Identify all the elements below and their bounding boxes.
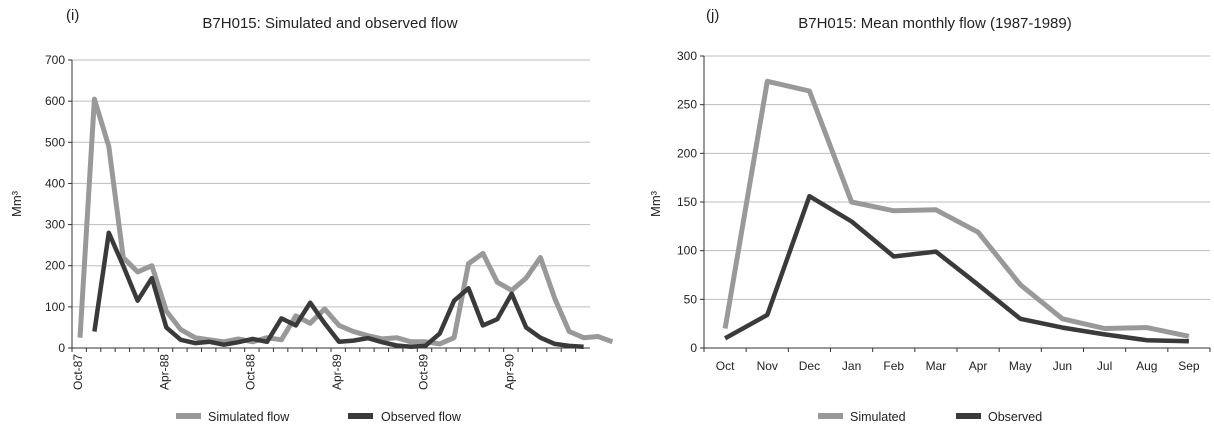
x-tick-label-right: Jun <box>1053 359 1072 373</box>
y-tick-label-left: 0 <box>58 341 65 355</box>
series-line-simulated <box>722 78 1190 339</box>
chart-right: (j) B7H015: Mean monthly flow (1987-1989… <box>648 7 1211 424</box>
y-tick-label-right: 300 <box>677 49 697 63</box>
y-tick-label-left: 500 <box>45 135 65 149</box>
x-tick-label-right: Jan <box>842 359 861 373</box>
legend-item-observed-flow: Observed flow <box>348 410 462 424</box>
y-tick-label-right: 50 <box>684 292 698 306</box>
x-tick-label-left: Oct-88 <box>244 354 258 390</box>
chart-title-left: B7H015: Simulated and observed flow <box>202 15 457 32</box>
x-tick-labels-left: Oct-87 Apr-88 Oct-88 Apr-89 Oct-89 Apr-90 <box>71 348 577 390</box>
y-tick-label-right: 200 <box>677 146 697 160</box>
y-tick-label-left: 200 <box>45 259 65 273</box>
x-tick-label-right: Mar <box>926 359 947 373</box>
legend-item-simulated: Simulated <box>818 410 906 424</box>
y-axis-label-right: Mm³ <box>648 190 663 217</box>
x-tick-label-left: Oct-89 <box>416 354 430 390</box>
x-tick-label-right: Feb <box>883 359 904 373</box>
y-tick-label-left: 700 <box>45 53 65 67</box>
x-tick-label-right: Aug <box>1136 359 1157 373</box>
x-tick-label-right: May <box>1009 359 1032 373</box>
gridlines-right <box>704 55 1210 300</box>
x-tick-label-right: Apr <box>969 359 988 373</box>
x-tick-label-left: Apr-90 <box>503 354 517 390</box>
x-tick-label-right: Jul <box>1097 359 1112 373</box>
x-tick-label-left: Apr-89 <box>330 354 344 390</box>
x-tick-label-left: Oct-87 <box>71 354 85 390</box>
gridlines-left <box>72 59 590 308</box>
panel-label-right: (j) <box>706 7 719 24</box>
series-line-observed-flow <box>92 230 584 350</box>
legend-label-simulated-flow: Simulated flow <box>208 410 290 424</box>
y-tick-label-left: 400 <box>45 176 65 190</box>
x-tick-label-right: Dec <box>799 359 820 373</box>
y-tick-label-right: 0 <box>690 341 697 355</box>
x-tick-labels-right: Oct Nov Dec Jan Feb Mar Apr May Jun Jul Aug Sep <box>703 348 1211 373</box>
series-lines-left <box>77 96 614 350</box>
y-tick-label-right: 250 <box>677 98 697 112</box>
x-tick-label-left: Apr-88 <box>157 354 171 390</box>
y-tick-label-left: 600 <box>45 94 65 108</box>
x-tick-label-right: Nov <box>757 359 778 373</box>
x-tick-label-right: Oct <box>716 359 735 373</box>
y-axis-label-left: Mm³ <box>9 190 24 217</box>
y-tick-labels-left: 0 100 200 300 400 500 600 700 <box>45 53 72 355</box>
y-tick-label-right: 100 <box>677 244 697 258</box>
legend-label-observed-flow: Observed flow <box>381 410 462 424</box>
chart-title-right: B7H015: Mean monthly flow (1987-1989) <box>798 15 1072 32</box>
series-lines-right <box>722 78 1190 344</box>
x-tick-label-right: Sep <box>1178 359 1200 373</box>
panel-label-left: (i) <box>66 7 79 24</box>
chart-left: (i) B7H015: Simulated and observed flow … <box>9 7 614 424</box>
legend-item-simulated-flow: Simulated flow <box>176 410 290 424</box>
legend-label-simulated: Simulated <box>850 410 906 424</box>
y-tick-label-right: 150 <box>677 195 697 209</box>
series-line-observed <box>724 193 1189 344</box>
legend-label-observed: Observed <box>988 410 1042 424</box>
legend-right: Simulated Observed <box>818 410 1042 424</box>
y-tick-label-left: 300 <box>45 218 65 232</box>
y-tick-label-left: 100 <box>45 300 65 314</box>
legend-left: Simulated flow Observed flow <box>176 410 462 424</box>
legend-item-observed: Observed <box>956 410 1042 424</box>
y-tick-labels-right: 0 50 100 150 200 250 300 <box>677 49 704 355</box>
series-line-simulated-flow <box>77 96 614 347</box>
